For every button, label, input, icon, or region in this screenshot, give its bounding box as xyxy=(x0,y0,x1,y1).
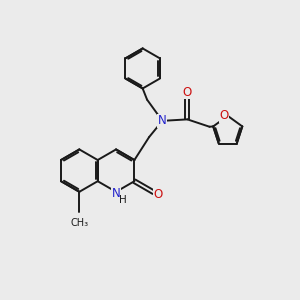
Text: CH₃: CH₃ xyxy=(70,218,88,228)
Text: O: O xyxy=(183,86,192,99)
Text: H: H xyxy=(119,195,126,205)
Text: O: O xyxy=(154,188,163,201)
Text: O: O xyxy=(220,109,229,122)
Text: N: N xyxy=(112,187,120,200)
Text: N: N xyxy=(158,114,167,127)
